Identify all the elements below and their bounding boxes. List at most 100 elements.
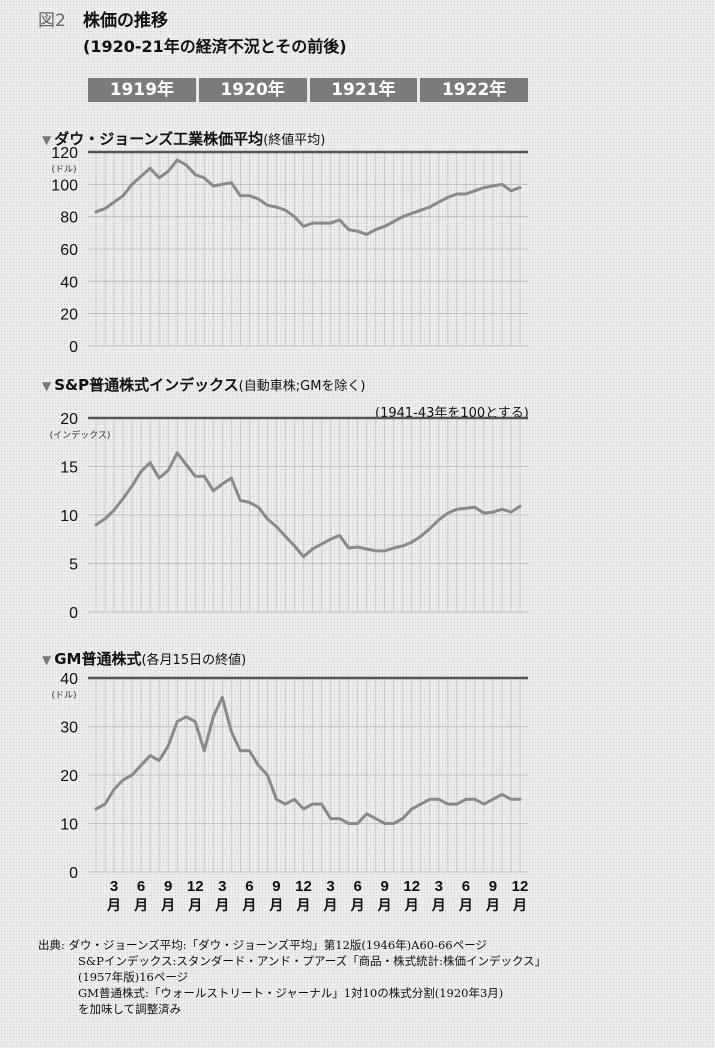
y-tick-label: 0 [69, 605, 78, 622]
data-point [518, 186, 522, 189]
data-point [203, 475, 206, 478]
data-point [374, 549, 377, 553]
x-tick-number: 3 [218, 878, 226, 895]
data-point [239, 499, 242, 502]
data-point [157, 759, 161, 762]
gm-chart: 0 10 20 30 40 (ドル) [51, 671, 528, 882]
y-tick-label: 40 [60, 274, 78, 291]
data-point [392, 822, 395, 825]
x-tick-number: 12 [403, 878, 420, 895]
data-point [320, 221, 323, 225]
data-point [329, 817, 332, 820]
data-point [320, 542, 323, 546]
data-point [212, 715, 215, 718]
sp-title: S&P普通株式インデックス [54, 376, 239, 394]
data-point [257, 197, 260, 201]
data-point [266, 773, 269, 777]
x-tick-number: 6 [462, 878, 470, 895]
data-point [212, 184, 215, 188]
data-point [509, 189, 513, 192]
data-point [302, 555, 305, 558]
data-point [365, 547, 368, 551]
data-point [383, 822, 386, 825]
data-point [473, 798, 477, 801]
x-tick-unit: 月 [187, 898, 202, 914]
dow-title: ダウ・ジョーンズ工業株価平均 [54, 130, 264, 148]
x-tick-number: 6 [245, 878, 253, 895]
data-point [284, 802, 287, 806]
x-tick-unit: 月 [404, 898, 419, 914]
data-point [428, 205, 431, 209]
x-tick-number: 3 [435, 878, 443, 895]
figure-number: 図2 [38, 11, 66, 31]
x-tick-unit: 月 [106, 898, 121, 914]
data-point [491, 798, 495, 801]
y-tick-label: 30 [60, 720, 78, 737]
data-point [293, 215, 296, 218]
data-point [464, 798, 468, 801]
data-point [338, 817, 341, 820]
data-point [266, 517, 269, 521]
data-point [248, 501, 251, 504]
data-point [464, 507, 468, 510]
y-tick-label: 0 [69, 865, 78, 882]
data-point [257, 764, 260, 767]
data-point [248, 194, 251, 197]
y-tick-label: 10 [60, 508, 78, 525]
data-point [130, 773, 134, 777]
sp-subtitle: (自動車株;GMを除く) [238, 379, 366, 394]
x-tick-unit: 月 [485, 898, 500, 914]
data-point [482, 186, 486, 189]
data-point [148, 754, 152, 757]
data-point [347, 546, 350, 550]
data-point [446, 511, 450, 515]
y-tick-label: 100 [51, 177, 78, 194]
data-point [221, 482, 224, 486]
data-point [103, 207, 107, 210]
data-point [257, 506, 260, 509]
source-line: S&Pインデックス:スタンダード・アンド・プアーズ「商品・株式統計:株価インデッ… [78, 954, 547, 968]
x-tick-number: 9 [164, 878, 172, 895]
data-point [347, 228, 350, 231]
data-point [185, 715, 188, 718]
data-point [94, 210, 98, 214]
x-tick-unit: 月 [458, 898, 473, 914]
series-line [94, 451, 522, 559]
data-point [203, 749, 206, 752]
y-tick-label: 40 [60, 671, 78, 688]
source-line: 出典: ダウ・ジョーンズ平均:「ダウ・ジョーンズ平均」第12版(1946年)A6… [38, 938, 487, 952]
data-point [437, 200, 441, 204]
data-point [212, 489, 215, 492]
x-tick-number: 3 [326, 878, 334, 895]
data-point [121, 497, 125, 500]
data-point [239, 194, 242, 197]
data-point [482, 511, 486, 515]
data-point [365, 812, 368, 815]
data-point [194, 475, 197, 478]
x-tick-unit: 月 [268, 898, 283, 914]
data-point [428, 798, 431, 801]
data-point [410, 212, 413, 215]
triangle-icon: ▼ [42, 379, 52, 393]
data-point [130, 183, 134, 186]
data-point [112, 508, 116, 512]
x-tick-unit: 月 [214, 898, 229, 914]
source-line: (1957年版)16ページ [78, 970, 189, 984]
dow-subtitle: (終値平均) [263, 133, 326, 148]
data-point [130, 484, 134, 488]
data-point [275, 525, 278, 528]
y-unit-label: (インデックス) [50, 429, 111, 441]
data-point [175, 720, 179, 723]
data-point [419, 535, 422, 538]
x-tick-number: 9 [272, 878, 280, 895]
data-point [455, 192, 459, 196]
data-point [473, 506, 477, 509]
data-point [103, 802, 107, 806]
data-point [464, 192, 468, 196]
y-tick-label: 5 [69, 557, 78, 574]
data-point [509, 510, 513, 514]
sp-chart: 0 5 10 15 20(インデックス) [50, 411, 528, 622]
x-tick-unit: 月 [160, 898, 175, 914]
data-point [329, 221, 332, 225]
